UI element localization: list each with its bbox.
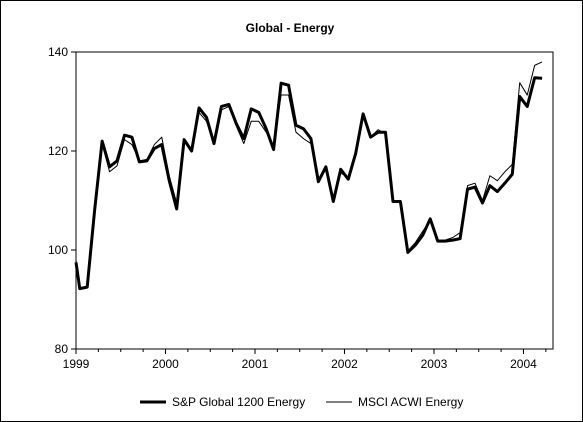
y-tick-label: 140 (48, 45, 68, 59)
x-tick-label: 1999 (63, 357, 90, 371)
series-line-msci-acwi-energy (75, 61, 543, 291)
y-tick-label: 120 (48, 144, 68, 158)
x-tick-label: 2000 (152, 357, 179, 371)
chart-title: Global - Energy (246, 21, 335, 35)
x-tick-label: 2001 (242, 357, 269, 371)
x-tick-label: 2003 (421, 357, 448, 371)
x-tick-label: 2002 (331, 357, 358, 371)
y-tick-label: 80 (55, 342, 69, 356)
legend-item-msci-acwi-energy-label: MSCI ACWI Energy (358, 395, 463, 409)
y-tick-label: 100 (48, 243, 68, 257)
legend-item-sp-global-1200-energy-label: S&P Global 1200 Energy (172, 395, 305, 409)
series-line-sp-global-1200-energy (74, 76, 543, 291)
x-tick-label: 2004 (510, 357, 537, 371)
plot-area-border (75, 51, 554, 350)
